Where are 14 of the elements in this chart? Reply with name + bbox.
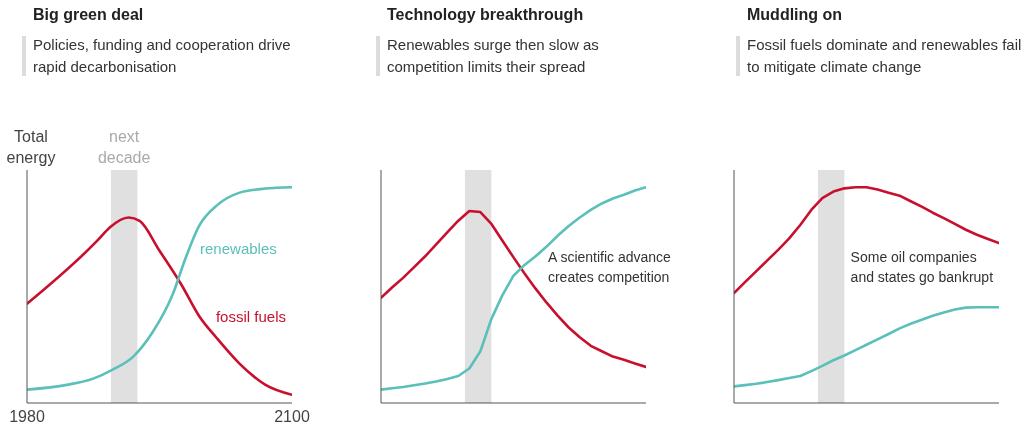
chart-subtitle: Policies, funding and cooperation drive rapid decarbonisation [33, 35, 292, 77]
chart-title: Technology breakthrough [387, 6, 584, 24]
series-label: renewables [200, 239, 277, 257]
annotation: A scientific advance creates competition [547, 247, 672, 287]
y-axis-title: Total energy [5, 127, 57, 168]
x-tick-label: 1980 [9, 408, 45, 426]
chart-title: Big green deal [33, 6, 144, 24]
chart-subtitle: Renewables surge then slow as competition limits their spread [387, 35, 600, 77]
chart-subtitle: Fossil fuels dominate and renewables fail to mitigate climate change [747, 35, 1023, 77]
band-label: next decade [96, 127, 152, 168]
annotation: Some oil companies and states go bankrupt [850, 247, 995, 287]
series-label: fossil fuels [215, 307, 286, 325]
chart-title: Muddling on [747, 6, 843, 24]
x-tick-label: 2100 [274, 408, 310, 426]
